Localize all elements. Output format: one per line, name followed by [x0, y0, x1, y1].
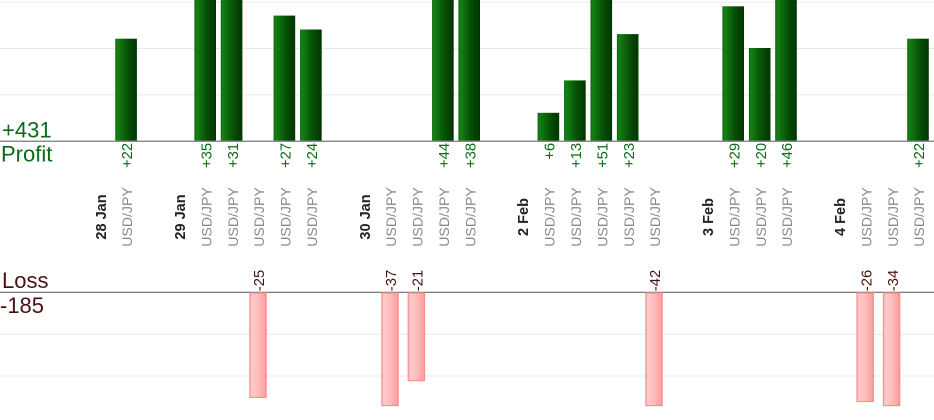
- svg-text:USD/JPY: USD/JPY: [462, 187, 478, 247]
- svg-text:+31: +31: [226, 143, 242, 168]
- svg-text:USD/JPY: USD/JPY: [911, 187, 927, 247]
- svg-text:USD/JPY: USD/JPY: [542, 187, 558, 247]
- svg-text:USD/JPY: USD/JPY: [779, 187, 795, 247]
- svg-text:USD/JPY: USD/JPY: [383, 187, 399, 247]
- svg-text:-185: -185: [0, 293, 44, 318]
- svg-text:USD/JPY: USD/JPY: [436, 187, 452, 247]
- svg-text:+431: +431: [2, 117, 52, 142]
- svg-text:USD/JPY: USD/JPY: [568, 187, 584, 247]
- svg-text:USD/JPY: USD/JPY: [410, 187, 426, 247]
- svg-text:30 Jan: 30 Jan: [358, 194, 374, 239]
- svg-text:+23: +23: [622, 143, 638, 168]
- svg-text:-37: -37: [384, 270, 400, 291]
- svg-text:+46: +46: [780, 143, 796, 168]
- svg-text:USD/JPY: USD/JPY: [621, 187, 637, 247]
- svg-text:+27: +27: [279, 143, 295, 168]
- svg-text:+29: +29: [727, 143, 743, 168]
- svg-text:USD/JPY: USD/JPY: [594, 187, 610, 247]
- svg-text:29 Jan: 29 Jan: [173, 194, 189, 239]
- svg-text:USD/JPY: USD/JPY: [885, 187, 901, 247]
- svg-text:+44: +44: [437, 143, 453, 168]
- svg-text:USD/JPY: USD/JPY: [119, 187, 135, 247]
- svg-text:USD/JPY: USD/JPY: [278, 187, 294, 247]
- svg-text:Loss: Loss: [2, 268, 48, 293]
- svg-text:USD/JPY: USD/JPY: [304, 187, 320, 247]
- svg-text:USD/JPY: USD/JPY: [858, 187, 874, 247]
- svg-text:Profit: Profit: [1, 142, 52, 167]
- svg-text:-25: -25: [252, 270, 268, 291]
- svg-text:+24: +24: [305, 143, 321, 168]
- svg-text:+22: +22: [120, 143, 136, 168]
- svg-text:+51: +51: [596, 143, 612, 168]
- svg-text:USD/JPY: USD/JPY: [198, 187, 214, 247]
- svg-text:USD/JPY: USD/JPY: [753, 187, 769, 247]
- svg-text:+22: +22: [912, 143, 928, 168]
- svg-text:-42: -42: [648, 270, 664, 291]
- svg-text:28 Jan: 28 Jan: [94, 194, 110, 239]
- svg-text:-21: -21: [411, 270, 427, 291]
- svg-text:-34: -34: [886, 270, 902, 291]
- svg-text:USD/JPY: USD/JPY: [225, 187, 241, 247]
- svg-text:2 Feb: 2 Feb: [516, 198, 532, 236]
- svg-text:3 Feb: 3 Feb: [701, 198, 717, 236]
- svg-text:+38: +38: [463, 143, 479, 168]
- svg-text:-26: -26: [859, 270, 875, 291]
- svg-text:+20: +20: [754, 143, 770, 168]
- svg-text:+35: +35: [199, 143, 215, 168]
- svg-text:USD/JPY: USD/JPY: [251, 187, 267, 247]
- svg-text:+6: +6: [543, 143, 559, 160]
- svg-text:USD/JPY: USD/JPY: [726, 187, 742, 247]
- svg-text:USD/JPY: USD/JPY: [647, 187, 663, 247]
- svg-text:4 Feb: 4 Feb: [833, 198, 849, 236]
- svg-text:+13: +13: [569, 143, 585, 168]
